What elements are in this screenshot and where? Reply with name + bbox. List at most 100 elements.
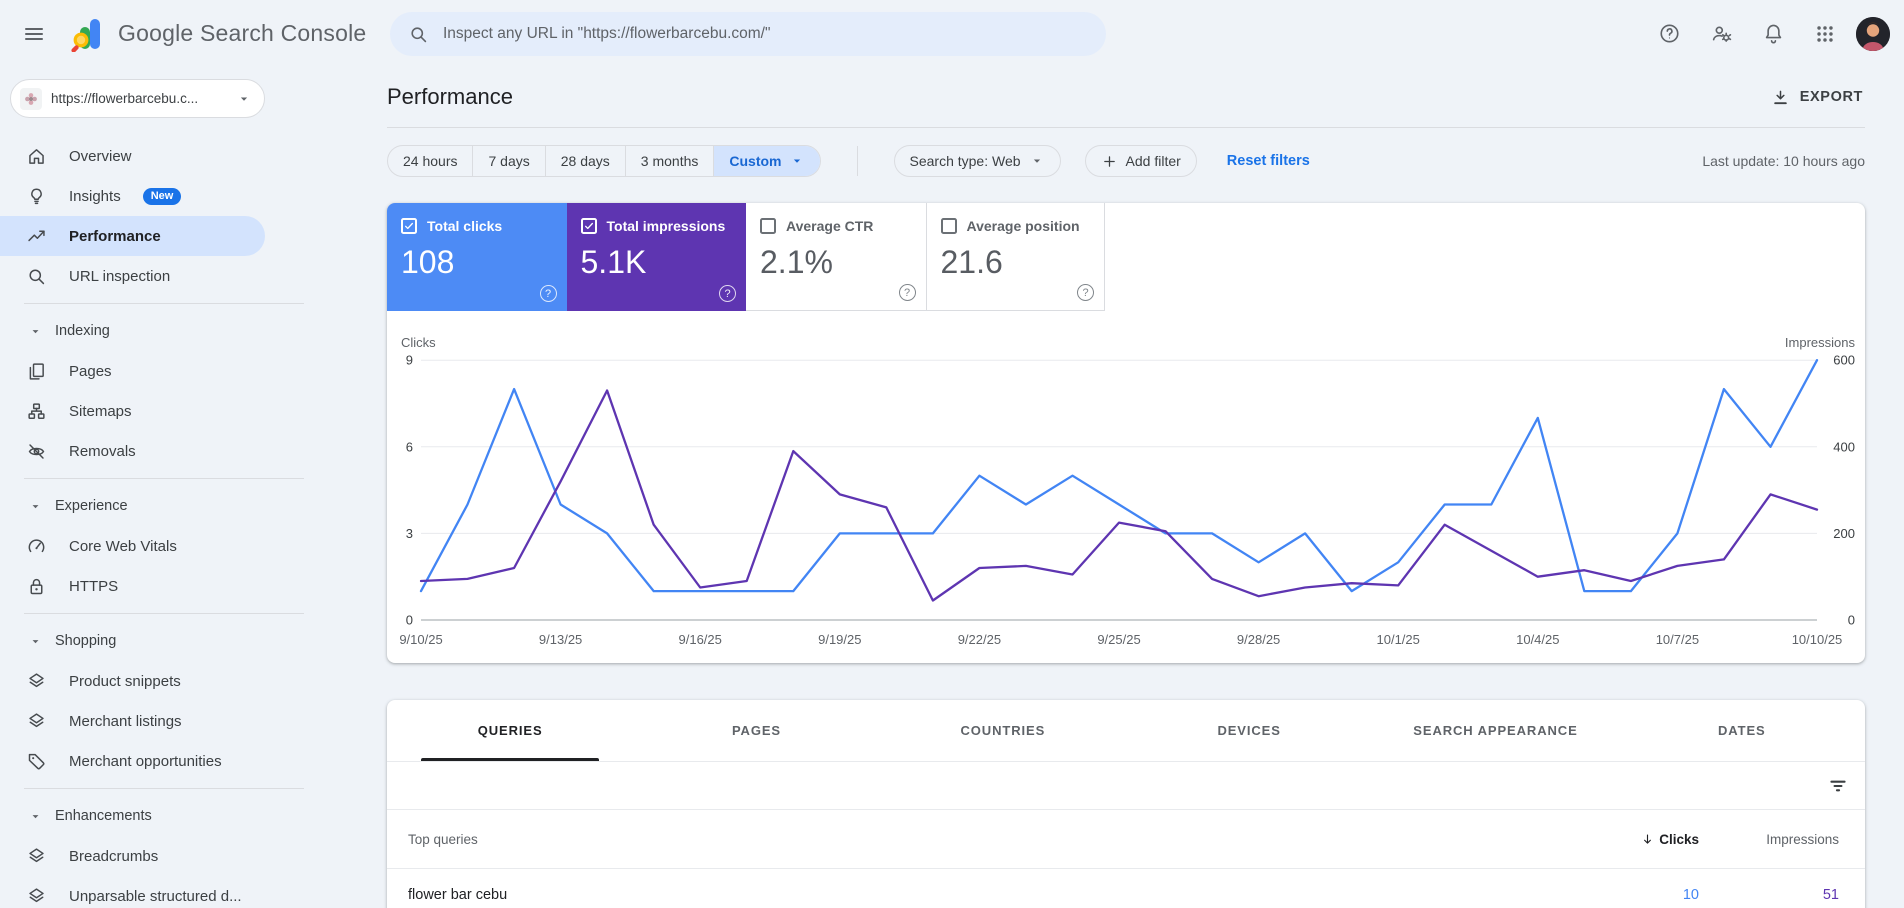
sidebar-item-https[interactable]: HTTPS (0, 566, 265, 606)
svg-text:9/28/25: 9/28/25 (1237, 632, 1280, 647)
chevron-down-icon (1029, 153, 1045, 169)
section-label: Experience (55, 498, 128, 514)
export-button[interactable]: EXPORT (1769, 82, 1865, 113)
help-circle-icon[interactable]: ? (1077, 284, 1094, 301)
plus-icon (1101, 153, 1118, 170)
bulb-icon (26, 186, 47, 207)
apps-button[interactable] (1804, 13, 1846, 55)
svg-text:9/13/25: 9/13/25 (539, 632, 582, 647)
date-range-28-days[interactable]: 28 days (546, 146, 626, 176)
sidebar-item-sitemaps[interactable]: Sitemaps (0, 391, 265, 431)
section-label: Indexing (55, 323, 110, 339)
sidebar-item-label: HTTPS (69, 577, 119, 595)
url-inspect-searchbar[interactable] (390, 12, 1106, 56)
avatar[interactable] (1856, 16, 1890, 51)
sidebar-item-breadcrumbs[interactable]: Breadcrumbs (0, 836, 265, 876)
sidebar-item-merchant-opportunities[interactable]: Merchant opportunities (0, 741, 265, 781)
sidebar-item-label: Core Web Vitals (69, 537, 177, 555)
svg-text:200: 200 (1833, 526, 1855, 541)
checked-checkbox[interactable] (401, 218, 417, 234)
sidebar-divider (24, 303, 304, 304)
home-icon (26, 146, 47, 167)
property-selector[interactable]: https://flowerbarcebu.c... (10, 79, 265, 118)
sidebar-section-shopping[interactable]: Shopping (0, 621, 340, 661)
tab-countries[interactable]: COUNTRIES (960, 723, 1046, 738)
sidebar-item-url-inspection[interactable]: URL inspection (0, 256, 265, 296)
sidebar-item-product-snippets[interactable]: Product snippets (0, 661, 265, 701)
sidebar-item-overview[interactable]: Overview (0, 136, 265, 176)
url-inspect-input[interactable] (443, 25, 1088, 43)
unchecked-checkbox[interactable] (940, 218, 957, 234)
page-title: Performance (387, 84, 513, 109)
column-header-queries[interactable]: Top queries (408, 831, 478, 847)
sidebar-item-unparsable-structured-d[interactable]: Unparsable structured d... (0, 876, 265, 908)
sidebar-section-enhancements[interactable]: Enhancements (0, 796, 340, 836)
sidebar-section-indexing[interactable]: Indexing (0, 311, 340, 351)
notifications-button[interactable] (1752, 13, 1794, 55)
clicks-cell: 10 (1682, 887, 1699, 903)
sidebar-item-label: Unparsable structured d... (69, 887, 242, 905)
filter-table-icon[interactable] (1827, 775, 1849, 797)
column-header-impressions[interactable]: Impressions (1766, 831, 1839, 847)
metric-card-total-impressions[interactable]: Total impressions 5.1K? (566, 203, 746, 311)
date-range-3-months[interactable]: 3 months (626, 146, 715, 176)
date-range-7-days[interactable]: 7 days (473, 146, 546, 176)
sidebar-item-label: Pages (69, 362, 112, 380)
sidebar-item-label: Removals (69, 442, 136, 460)
tab-queries[interactable]: QUERIES (387, 700, 633, 761)
collapse-arrow-icon (28, 634, 43, 649)
column-header-clicks[interactable]: Clicks (1549, 832, 1699, 847)
sidebar-item-label: Merchant opportunities (69, 752, 222, 770)
search-type-chip[interactable]: Search type: Web (893, 145, 1061, 177)
sidebar-item-removals[interactable]: Removals (0, 431, 265, 471)
table-row[interactable]: flower bar cebu 10 51 (387, 869, 1865, 908)
tab-search-appearance[interactable]: SEARCH APPEARANCE (1413, 723, 1578, 738)
metric-value: 5.1K (580, 244, 647, 280)
search-icon (408, 24, 429, 45)
help-circle-icon[interactable]: ? (719, 285, 736, 302)
tab-pages[interactable]: PAGES (731, 723, 782, 738)
date-range-custom[interactable]: Custom (714, 146, 820, 176)
layers-icon (26, 711, 47, 732)
sidebar-item-pages[interactable]: Pages (0, 351, 265, 391)
add-filter-chip[interactable]: Add filter (1084, 145, 1197, 177)
help-button[interactable] (1648, 13, 1690, 55)
date-range-24-hours[interactable]: 24 hours (388, 146, 474, 176)
metric-card-total-clicks[interactable]: Total clicks 108? (387, 203, 567, 311)
svg-text:10/1/25: 10/1/25 (1377, 632, 1420, 647)
sidebar-item-performance[interactable]: Performance (0, 216, 265, 256)
svg-text:6: 6 (406, 439, 413, 454)
svg-text:3: 3 (406, 526, 413, 541)
metric-label: Total clicks (427, 218, 503, 234)
checked-checkbox[interactable] (580, 218, 597, 234)
chevron-down-icon (236, 91, 252, 107)
metric-value: 21.6 (940, 244, 1003, 280)
help-circle-icon[interactable]: ? (539, 285, 557, 302)
help-circle-icon[interactable]: ? (898, 284, 916, 301)
sidebar-divider (24, 478, 304, 479)
sidebar-divider (24, 613, 304, 614)
dimensions-panel: QUERIES PAGES COUNTRIES DEVICES SEARCH APPEA… (387, 700, 1865, 908)
sidebar-item-merchant-listings[interactable]: Merchant listings (0, 701, 265, 741)
metric-card-average-ctr[interactable]: Average CTR 2.1%? (746, 203, 926, 311)
filter-row: 24 hours 7 days 28 days 3 months Custom Sear… (387, 145, 1865, 177)
tab-dates[interactable]: DATES (1718, 723, 1766, 738)
menu-button[interactable] (10, 10, 58, 58)
gauge-icon (26, 536, 47, 557)
reset-filters-link[interactable]: Reset filters (1226, 153, 1310, 169)
sidebar-item-core-web-vitals[interactable]: Core Web Vitals (0, 526, 265, 566)
sidebar-item-insights[interactable]: Insights New (0, 176, 265, 216)
metric-cards: Total clicks 108? Total impressions 5.1K? Av… (387, 203, 1865, 311)
notifications-icon (1762, 22, 1785, 45)
unchecked-checkbox[interactable] (760, 218, 776, 234)
tab-devices[interactable]: DEVICES (1217, 723, 1281, 738)
search-type-label: Search type: Web (909, 153, 1021, 169)
sidebar-item-label: Product snippets (69, 672, 181, 690)
metric-label: Average CTR (786, 218, 874, 234)
performance-panel: Total clicks 108? Total impressions 5.1K? Av… (387, 203, 1865, 663)
metric-card-average-position[interactable]: Average position 21.6? (925, 203, 1105, 311)
manage-users-button[interactable] (1700, 13, 1742, 55)
left-axis-title: Clicks (401, 335, 436, 350)
sidebar-section-experience[interactable]: Experience (0, 486, 340, 526)
chevron-down-icon (789, 153, 805, 169)
